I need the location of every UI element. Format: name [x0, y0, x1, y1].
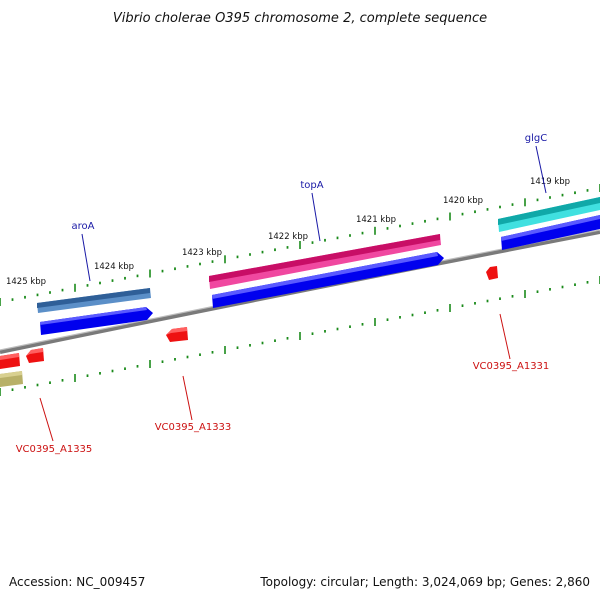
map-title: Vibrio cholerae O395 chromosome 2, compl… — [113, 11, 487, 26]
topology-text: Topology: circular; Length: 3,024,069 bp… — [259, 575, 590, 589]
gene-left-edge-red[interactable] — [0, 353, 20, 369]
callout-VC0395_A1335 — [39, 397, 54, 442]
gene-olive-left[interactable] — [0, 371, 23, 387]
lower-tick-row — [0, 276, 600, 396]
callout-VC0395_A1331 — [499, 313, 511, 360]
label-topA: topA — [300, 180, 323, 191]
cds-glgC[interactable] — [501, 215, 600, 250]
tick-label-1425: 1425 kbp — [6, 277, 46, 287]
tick-label-1420: 1420 kbp — [443, 196, 483, 206]
accession-text: Accession: NC_009457 — [9, 575, 145, 589]
callout-aroA — [81, 233, 91, 282]
label-glgC: glgC — [525, 133, 547, 144]
gene-VC0395_A1335-block[interactable] — [26, 348, 44, 363]
label-VC0395_A1333: VC0395_A1333 — [155, 422, 232, 433]
label-aroA: aroA — [72, 221, 95, 232]
gene-topA[interactable] — [209, 234, 441, 289]
tick-label-1419: 1419 kbp — [530, 177, 570, 187]
tick-label-1424: 1424 kbp — [94, 262, 134, 272]
tick-label-1421: 1421 kbp — [356, 215, 396, 225]
label-VC0395_A1331: VC0395_A1331 — [473, 361, 550, 372]
gene-VC0395_A1333-block[interactable] — [166, 327, 188, 342]
cds-aroA[interactable] — [40, 307, 153, 335]
callout-topA — [311, 192, 321, 242]
tick-label-1422: 1422 kbp — [268, 232, 308, 242]
tick-label-1423: 1423 kbp — [182, 248, 222, 258]
callout-VC0395_A1333 — [182, 375, 193, 421]
label-VC0395_A1335: VC0395_A1335 — [16, 444, 93, 455]
gene-glgC[interactable] — [498, 197, 600, 232]
gene-aroA[interactable] — [37, 288, 151, 313]
callout-glgC — [535, 145, 547, 194]
gene-VC0395_A1331-block[interactable] — [486, 266, 498, 280]
upper-tick-row — [0, 184, 600, 306]
cds-topA[interactable] — [212, 252, 444, 308]
